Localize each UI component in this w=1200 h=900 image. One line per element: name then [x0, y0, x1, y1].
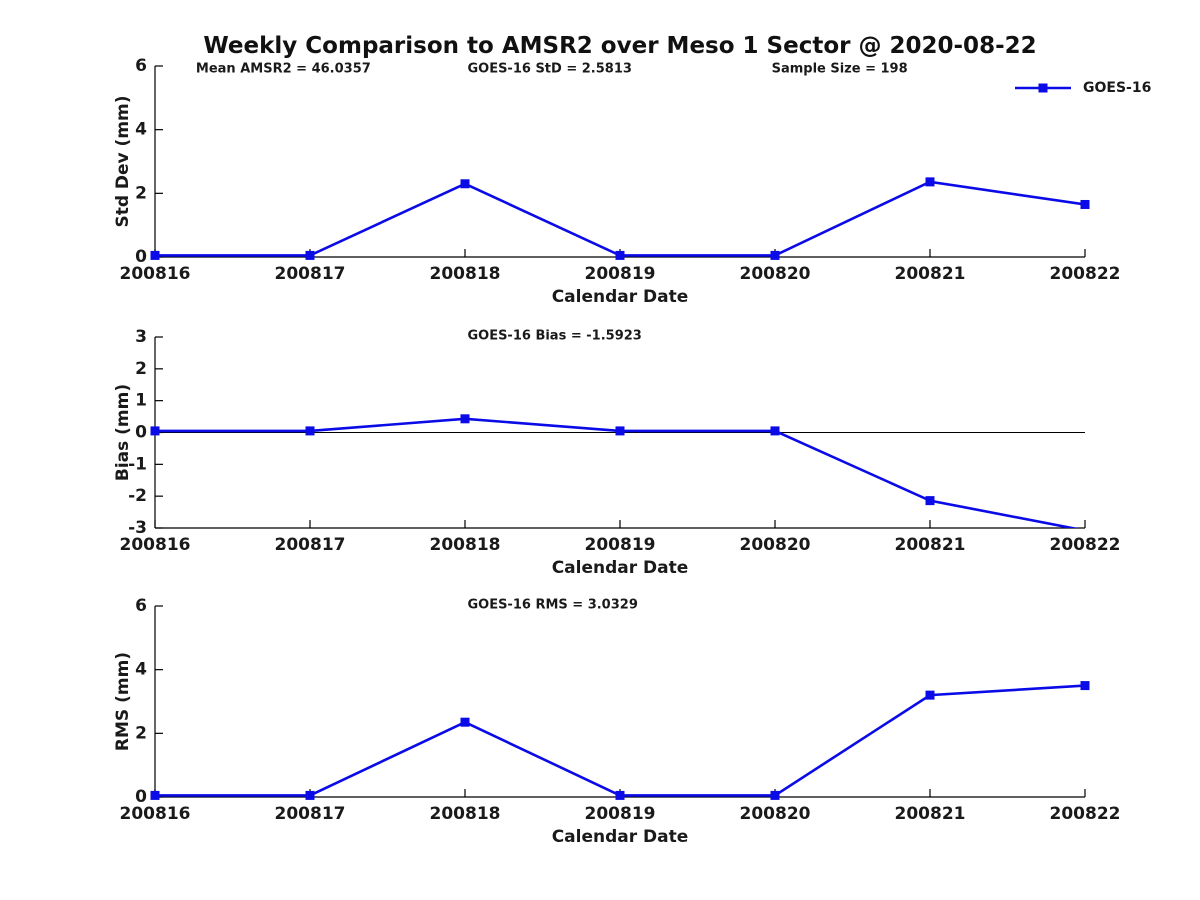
x-tick-label: 200821: [895, 535, 966, 555]
data-point-marker: [925, 177, 935, 187]
x-tick-label: 200819: [585, 264, 656, 284]
series-line: [155, 417, 1079, 528]
y-tick-label: 4: [135, 660, 147, 680]
stat-annotation: GOES-16 Bias = -1.5923: [467, 329, 641, 344]
y-tick-label: 3: [135, 327, 147, 347]
y-axis-label: Bias (mm): [113, 384, 133, 481]
y-tick-label: 6: [135, 56, 147, 76]
legend-label: GOES-16: [1083, 80, 1152, 96]
stat-annotation: GOES-16 RMS = 3.0329: [467, 598, 637, 613]
y-tick-label: 2: [135, 723, 147, 743]
subplot-rms-mm: 0 2 4 6 200816 200817 200818 200819 200820 200821…: [113, 596, 1120, 847]
y-axis-label: RMS (mm): [113, 652, 133, 751]
data-point-marker: [460, 414, 470, 424]
x-tick-label: 200816: [120, 535, 191, 555]
x-tick-label: 200818: [430, 264, 501, 284]
x-axis-label: Calendar Date: [552, 287, 689, 307]
y-tick-label: 4: [135, 120, 147, 140]
y-tick-label: -1: [128, 454, 147, 474]
x-tick-label: 200822: [1050, 264, 1121, 284]
x-axis-label: Calendar Date: [552, 827, 689, 847]
data-point-marker: [150, 426, 160, 436]
x-tick-label: 200817: [275, 264, 346, 284]
chart-title: Weekly Comparison to AMSR2 over Meso 1 S…: [203, 33, 1037, 59]
stat-annotation: Sample Size = 198: [772, 62, 908, 77]
series-line: [155, 180, 1085, 257]
y-tick-label: 2: [135, 183, 147, 203]
data-point-marker: [460, 179, 470, 189]
data-point-marker: [150, 790, 160, 800]
legend: GOES-16: [1012, 79, 1151, 97]
y-tick-label: -2: [128, 486, 147, 506]
y-tick-label: 0: [135, 247, 147, 267]
stat-annotation: GOES-16 StD = 2.5813: [467, 62, 631, 77]
series-line: [155, 684, 1085, 797]
x-tick-label: 200819: [585, 535, 656, 555]
x-tick-label: 200817: [275, 804, 346, 824]
y-tick-label: -3: [128, 518, 147, 538]
data-point-marker: [770, 426, 780, 436]
x-tick-label: 200821: [895, 264, 966, 284]
x-tick-label: 200821: [895, 804, 966, 824]
x-tick-label: 200820: [740, 264, 811, 284]
legend-line-marker-icon: [1015, 83, 1071, 93]
data-point-marker: [150, 250, 160, 260]
y-tick-label: 2: [135, 359, 147, 379]
data-point-marker: [305, 250, 315, 260]
data-point-marker: [615, 426, 625, 436]
data-point-marker: [770, 790, 780, 800]
y-tick-label: 1: [135, 391, 147, 411]
data-point-marker: [305, 790, 315, 800]
stat-annotation: Mean AMSR2 = 46.0357: [196, 62, 371, 77]
data-point-marker: [925, 496, 935, 506]
data-point-marker: [770, 250, 780, 260]
data-point-marker: [615, 790, 625, 800]
x-tick-label: 200819: [585, 804, 656, 824]
x-tick-label: 200817: [275, 535, 346, 555]
x-axis-label: Calendar Date: [552, 558, 689, 578]
x-tick-label: 200816: [120, 804, 191, 824]
y-tick-label: 6: [135, 596, 147, 616]
x-tick-label: 200818: [430, 804, 501, 824]
data-point-marker: [1080, 199, 1090, 209]
y-axis-label: Std Dev (mm): [113, 95, 133, 227]
x-tick-label: 200822: [1050, 535, 1121, 555]
data-point-marker: [1080, 681, 1090, 691]
y-tick-label: 0: [135, 787, 147, 807]
x-tick-label: 200820: [740, 535, 811, 555]
y-tick-label: 0: [135, 423, 147, 443]
x-tick-label: 200818: [430, 535, 501, 555]
x-tick-label: 200822: [1050, 804, 1121, 824]
data-point-marker: [615, 250, 625, 260]
subplot-bias-mm: -3 -2 -1 0 1 2 3 200816 200817 200818 200819 200820…: [113, 327, 1120, 578]
data-point-marker: [460, 717, 470, 727]
x-tick-label: 200820: [740, 804, 811, 824]
x-tick-label: 200816: [120, 264, 191, 284]
data-point-marker: [925, 690, 935, 700]
data-point-marker: [305, 426, 315, 436]
subplot-std-dev-mm: 0 2 4 6 200816 200817 200818 200819 200820 200821…: [113, 56, 1120, 307]
